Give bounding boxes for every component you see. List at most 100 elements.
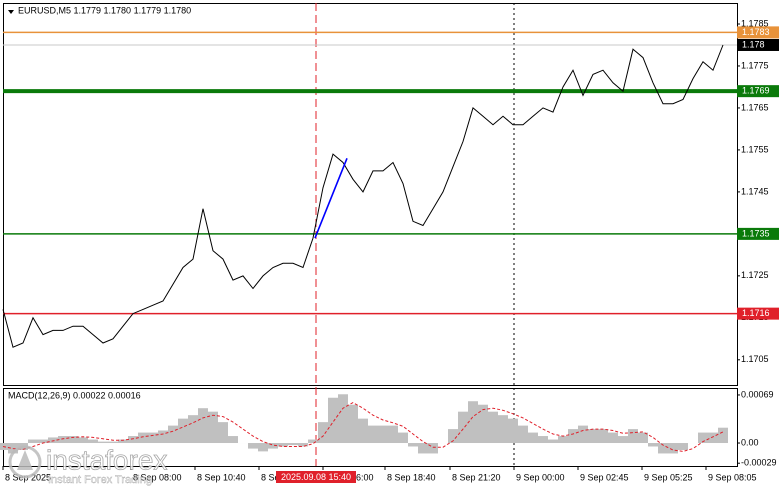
- watermark: instaforex Instant Forex Trading: [8, 444, 168, 486]
- level-label: 1.1735: [742, 228, 770, 238]
- macd-title: MACD(12,26,9) 0.00022 0.00016: [8, 390, 141, 400]
- level-label-box: [737, 307, 779, 320]
- macd-bar: [418, 443, 428, 454]
- level-label: 1.1716: [742, 308, 770, 318]
- macd-bar: [198, 408, 208, 444]
- trend-line: [314, 158, 348, 239]
- cursor-label-box: [276, 471, 356, 483]
- watermark-logo: [8, 445, 42, 479]
- macd-bar: [308, 439, 318, 444]
- macd-bar: [548, 439, 558, 444]
- macd-bar: [178, 418, 188, 444]
- macd-bar: [78, 437, 88, 444]
- macd-bar: [458, 411, 468, 444]
- macd-bar: [188, 415, 198, 444]
- macd-bar: [108, 441, 118, 444]
- macd-bar: [38, 439, 48, 444]
- macd-bar: [468, 401, 478, 444]
- level-label-box: [737, 26, 779, 39]
- macd-bar: [28, 439, 38, 444]
- macd-bar: [588, 429, 598, 444]
- macd-bar: [538, 436, 548, 444]
- macd-bar: [148, 432, 158, 444]
- macd-bar: [158, 430, 168, 444]
- macd-bar: [708, 432, 718, 444]
- macd-bar: [358, 418, 368, 444]
- x-tick-label: 9 Sep 02:45: [580, 472, 629, 482]
- macd-bar: [48, 437, 58, 444]
- watermark-brand: instaforex: [46, 444, 167, 475]
- watermark-logo-mark: [17, 450, 33, 470]
- macd-bar: [348, 404, 358, 444]
- macd-bar: [428, 443, 438, 454]
- macd-bar: [388, 425, 398, 444]
- macd-bar: [608, 432, 618, 444]
- chart-title: EURUSD,M5 1.1779 1.1780 1.1779 1.1780: [18, 5, 191, 15]
- macd-bar: [528, 432, 538, 444]
- macd-bar: [368, 425, 378, 444]
- y-tick-label: 1.1705: [741, 354, 769, 364]
- x-tick-label: 8 Sep 10:40: [197, 472, 246, 482]
- macd-bar: [598, 429, 608, 444]
- macd-bar: [328, 397, 338, 444]
- y-tick-label: -0.00029: [741, 458, 777, 468]
- macd-bar: [318, 422, 328, 444]
- macd-pane-frame: [3, 388, 738, 467]
- plot-layer: 1.1785 1.1775 1.1765 1.1755 1.1745 1.1725 1.17…: [0, 3, 779, 483]
- macd-bar: [98, 441, 108, 444]
- macd-bar: [168, 425, 178, 444]
- macd-bar: [448, 429, 458, 444]
- y-tick-label: 1.1755: [741, 144, 769, 154]
- macd-bar: [128, 436, 138, 444]
- macd-bar: [248, 443, 258, 449]
- symbol-arrow: [8, 10, 14, 14]
- macd-bar: [228, 436, 238, 444]
- macd-bar: [558, 436, 568, 444]
- macd-bar: [478, 404, 488, 444]
- y-tick-label: 1.1725: [741, 270, 769, 280]
- x-tick-label: 8 Sep 21:20: [452, 472, 501, 482]
- level-label-box: [737, 85, 779, 98]
- macd-bar: [138, 432, 148, 444]
- macd-bar: [648, 443, 658, 447]
- macd-bar: [268, 443, 278, 449]
- macd-bar: [618, 436, 628, 444]
- macd-bar: [718, 427, 728, 444]
- macd-bar: [258, 443, 268, 452]
- y-tick-label: 1.1775: [741, 60, 769, 70]
- signal-line: [2, 402, 724, 452]
- macd-bar: [298, 443, 308, 447]
- y-tick-label: 1.1765: [741, 102, 769, 112]
- x-tick-label: 9 Sep 05:25: [644, 472, 693, 482]
- macd-bar: [338, 394, 348, 444]
- macd-bar: [488, 411, 498, 444]
- macd-bar: [118, 439, 128, 444]
- macd-bar: [628, 429, 638, 444]
- main-pane-frame: [3, 3, 738, 386]
- macd-bar: [568, 429, 578, 444]
- x-tick-label: 8 Sep 18:40: [387, 472, 436, 482]
- macd-bar: [58, 436, 68, 444]
- macd-bar: [668, 443, 678, 454]
- macd-bar: [578, 425, 588, 444]
- x-tick-label: 8 Sep 08:00: [133, 472, 182, 482]
- cursor-label: 2025.09.08 15:40: [281, 472, 351, 482]
- level-label-box: [737, 227, 779, 240]
- macd-bar: [508, 418, 518, 444]
- level-label: 1.1783: [742, 27, 770, 37]
- price-line: [2, 44, 724, 348]
- y-tick-label: 0.00069: [741, 389, 774, 399]
- macd-bar: [498, 415, 508, 444]
- macd-bar: [88, 439, 98, 444]
- macd-bar: [398, 432, 408, 444]
- current-price-box: [737, 38, 779, 51]
- macd-bar: [218, 422, 228, 444]
- y-tick-label: 1.1785: [741, 18, 769, 28]
- macd-bar: [208, 411, 218, 444]
- watermark-tagline: Instant Forex Trading: [48, 474, 152, 486]
- macd-bar: [378, 425, 388, 444]
- macd-bar: [288, 443, 298, 446]
- x-tick-label: 9 Sep 08:05: [708, 472, 757, 482]
